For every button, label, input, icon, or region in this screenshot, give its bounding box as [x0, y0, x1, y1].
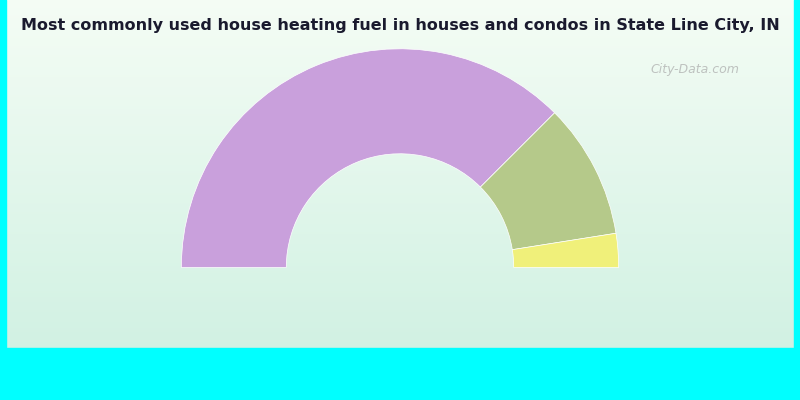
Wedge shape [481, 113, 616, 250]
Text: Most commonly used house heating fuel in houses and condos in State Line City, I: Most commonly used house heating fuel in… [21, 18, 779, 33]
Text: City-Data.com: City-Data.com [650, 64, 739, 76]
Wedge shape [182, 49, 554, 268]
Wedge shape [512, 233, 618, 268]
